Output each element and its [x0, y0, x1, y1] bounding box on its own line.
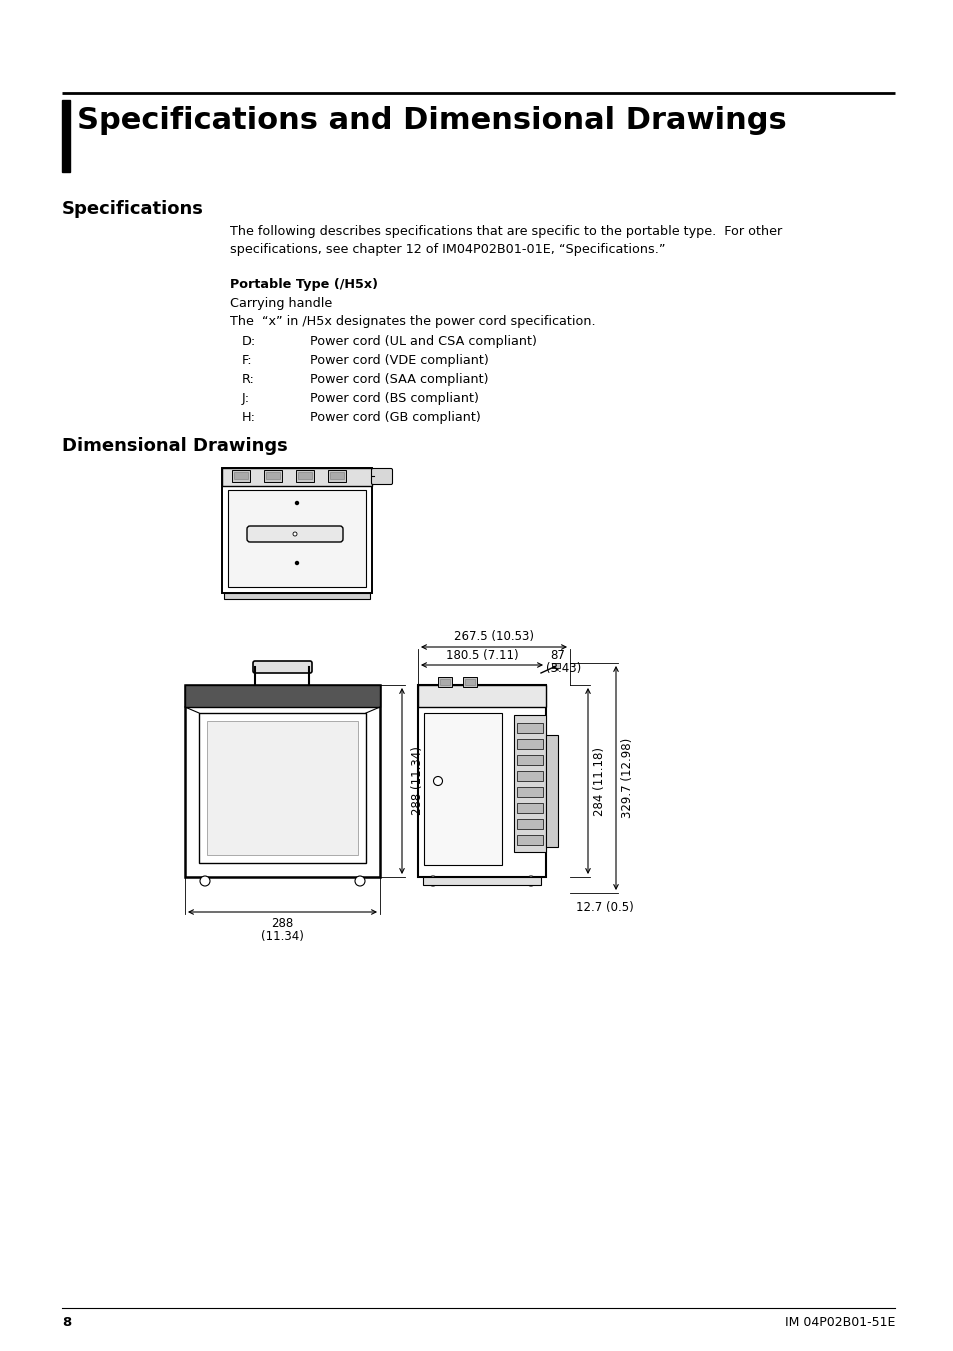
- FancyBboxPatch shape: [371, 469, 392, 485]
- Text: D:: D:: [242, 335, 256, 349]
- Text: specifications, see chapter 12 of IM04P02B01-01E, “Specifications.”: specifications, see chapter 12 of IM04P0…: [230, 243, 665, 255]
- Bar: [422, 877, 540, 885]
- Bar: [207, 721, 357, 855]
- Bar: [439, 680, 450, 685]
- Bar: [233, 471, 248, 480]
- FancyBboxPatch shape: [247, 526, 343, 542]
- Bar: [297, 471, 312, 480]
- Bar: [517, 788, 542, 797]
- Bar: [185, 685, 379, 877]
- Bar: [185, 685, 379, 707]
- Text: (11.34): (11.34): [260, 929, 303, 943]
- Text: Specifications and Dimensional Drawings: Specifications and Dimensional Drawings: [77, 105, 786, 135]
- Bar: [199, 713, 366, 863]
- Bar: [295, 470, 314, 482]
- Text: R:: R:: [242, 373, 254, 386]
- FancyBboxPatch shape: [253, 661, 312, 673]
- Bar: [462, 677, 476, 688]
- Text: The  “x” in /H5x designates the power cord specification.: The “x” in /H5x designates the power cor…: [230, 315, 595, 328]
- Bar: [417, 685, 545, 707]
- Bar: [330, 471, 344, 480]
- Bar: [517, 771, 542, 781]
- Text: J:: J:: [242, 392, 250, 405]
- Circle shape: [428, 875, 437, 886]
- Bar: [264, 470, 282, 482]
- Bar: [545, 735, 558, 847]
- Bar: [517, 835, 542, 844]
- Bar: [266, 471, 280, 480]
- Text: 267.5 (10.53): 267.5 (10.53): [454, 630, 534, 643]
- Circle shape: [355, 875, 365, 886]
- Text: 284 (11.18): 284 (11.18): [593, 747, 605, 816]
- Text: 288: 288: [271, 917, 293, 929]
- Text: IM 04P02B01-51E: IM 04P02B01-51E: [783, 1316, 894, 1329]
- Bar: [62, 100, 70, 172]
- Bar: [552, 663, 559, 667]
- Bar: [517, 739, 542, 748]
- Text: Power cord (GB compliant): Power cord (GB compliant): [310, 411, 480, 424]
- Circle shape: [525, 875, 536, 886]
- Text: Carrying handle: Carrying handle: [230, 297, 332, 309]
- Text: Dimensional Drawings: Dimensional Drawings: [62, 436, 288, 455]
- Bar: [437, 677, 452, 688]
- Bar: [222, 467, 372, 486]
- Text: H:: H:: [242, 411, 255, 424]
- Bar: [517, 802, 542, 813]
- Circle shape: [295, 501, 298, 504]
- Text: 12.7 (0.5): 12.7 (0.5): [576, 901, 633, 915]
- Circle shape: [200, 875, 210, 886]
- Text: Power cord (SAA compliant): Power cord (SAA compliant): [310, 373, 488, 386]
- Text: Power cord (UL and CSA compliant): Power cord (UL and CSA compliant): [310, 335, 537, 349]
- Bar: [423, 713, 501, 865]
- Text: 329.7 (12.98): 329.7 (12.98): [620, 738, 634, 819]
- Text: Power cord (BS compliant): Power cord (BS compliant): [310, 392, 478, 405]
- Circle shape: [295, 562, 298, 565]
- Bar: [224, 593, 370, 598]
- Circle shape: [433, 777, 442, 785]
- Bar: [232, 470, 250, 482]
- Text: 288 (11.34): 288 (11.34): [411, 747, 423, 816]
- Text: 87: 87: [550, 648, 564, 662]
- Bar: [517, 723, 542, 734]
- Text: Portable Type (/H5x): Portable Type (/H5x): [230, 278, 377, 290]
- Text: Power cord (VDE compliant): Power cord (VDE compliant): [310, 354, 488, 367]
- Bar: [328, 470, 346, 482]
- Bar: [228, 490, 366, 586]
- Bar: [417, 685, 545, 877]
- Text: 8: 8: [62, 1316, 71, 1329]
- Text: (3.43): (3.43): [545, 662, 580, 676]
- Text: 180.5 (7.11): 180.5 (7.11): [445, 648, 517, 662]
- Text: The following describes specifications that are specific to the portable type.  : The following describes specifications t…: [230, 226, 781, 238]
- Circle shape: [293, 532, 296, 536]
- Text: Specifications: Specifications: [62, 200, 204, 218]
- Bar: [222, 467, 372, 593]
- Bar: [517, 819, 542, 830]
- Bar: [517, 755, 542, 765]
- Text: F:: F:: [242, 354, 253, 367]
- Bar: [464, 680, 475, 685]
- Bar: [514, 715, 545, 852]
